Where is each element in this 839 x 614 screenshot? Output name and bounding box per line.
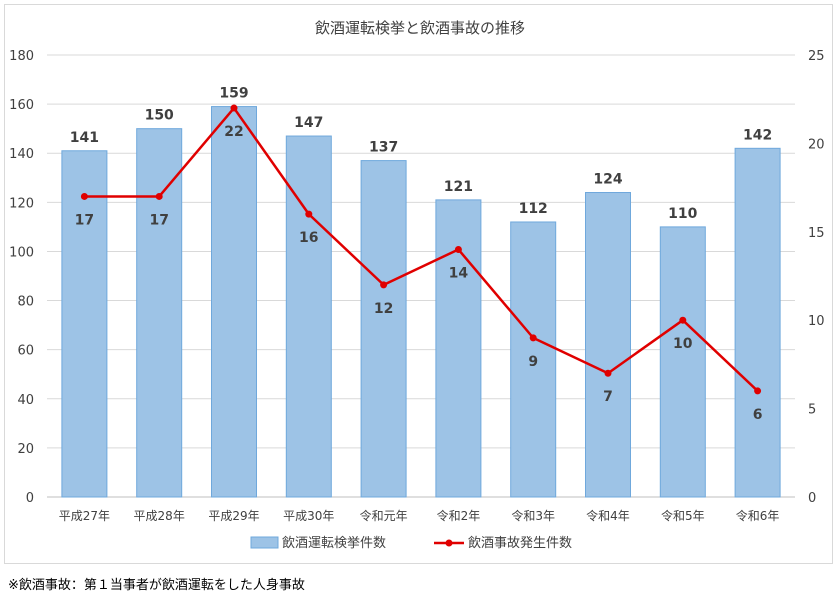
left-tick-label: 80 bbox=[17, 295, 34, 310]
line-marker bbox=[155, 192, 163, 200]
line-data-labels: 17 17 22 16 12 14 9 7 10 6 bbox=[75, 124, 763, 423]
line-marker bbox=[305, 210, 313, 218]
left-axis-ticks: 0 20 40 60 80 100 120 140 160 180 bbox=[9, 49, 34, 506]
bar bbox=[285, 135, 332, 498]
line-marker bbox=[230, 104, 238, 112]
footnote: ※飲酒事故：第１当事者が飲酒運転をした人身事故 bbox=[8, 578, 305, 593]
bar bbox=[510, 221, 557, 498]
x-tick-label: 平成27年 bbox=[59, 509, 110, 523]
x-tick-label: 平成29年 bbox=[208, 509, 259, 523]
x-tick-label: 令和5年 bbox=[661, 508, 705, 523]
line-series bbox=[80, 104, 762, 395]
bar-value-label: 141 bbox=[70, 130, 99, 146]
left-tick-label: 40 bbox=[17, 393, 34, 408]
x-tick-label: 令和2年 bbox=[437, 508, 481, 523]
bar-value-label: 142 bbox=[743, 127, 772, 143]
left-tick-label: 100 bbox=[9, 245, 34, 260]
bar bbox=[360, 160, 407, 498]
left-tick-label: 160 bbox=[9, 98, 34, 113]
line-marker bbox=[454, 245, 462, 253]
x-tick-label: 平成28年 bbox=[134, 509, 185, 523]
line-value-label: 17 bbox=[75, 212, 94, 228]
bar bbox=[61, 150, 108, 498]
bar bbox=[585, 192, 631, 498]
bar-value-label: 147 bbox=[294, 115, 323, 131]
bar bbox=[435, 199, 482, 498]
bar-series bbox=[61, 106, 781, 498]
right-tick-label: 20 bbox=[808, 137, 825, 152]
bar bbox=[659, 226, 706, 498]
line-value-label: 10 bbox=[673, 336, 693, 352]
line-marker bbox=[80, 192, 88, 200]
legend-swatch-marker bbox=[445, 539, 453, 547]
right-axis-ticks: 0 5 10 15 20 25 bbox=[808, 49, 825, 506]
line-value-label: 17 bbox=[149, 212, 168, 228]
x-axis-ticks: 平成27年 平成28年 平成29年 平成30年 令和元年 令和2年 令和3年 令和4年 令和5年… bbox=[59, 508, 780, 523]
bar-value-label: 124 bbox=[593, 172, 622, 188]
left-tick-label: 20 bbox=[17, 442, 34, 457]
line-marker bbox=[380, 281, 388, 289]
bar-value-label: 110 bbox=[668, 206, 697, 222]
chart-title: 飲酒運転検挙と飲酒事故の推移 bbox=[315, 19, 525, 37]
line-marker bbox=[679, 316, 687, 324]
x-tick-label: 令和6年 bbox=[736, 508, 780, 523]
right-tick-label: 10 bbox=[808, 314, 825, 329]
left-tick-label: 140 bbox=[9, 147, 34, 162]
line-value-label: 6 bbox=[753, 407, 763, 423]
chart-frame bbox=[4, 4, 833, 564]
bar-value-label: 112 bbox=[519, 201, 548, 217]
left-tick-label: 180 bbox=[9, 49, 34, 64]
x-tick-label: 令和4年 bbox=[586, 508, 630, 523]
bar-value-label: 159 bbox=[219, 86, 248, 102]
bar bbox=[211, 106, 257, 498]
bar-data-labels: 141 150 159 147 137 121 112 124 110 142 bbox=[70, 86, 772, 222]
bar-value-label: 121 bbox=[444, 179, 473, 195]
right-tick-label: 0 bbox=[808, 491, 816, 506]
right-tick-label: 5 bbox=[808, 403, 816, 418]
line-value-label: 7 bbox=[603, 389, 613, 405]
left-tick-label: 120 bbox=[9, 196, 34, 211]
x-tick-label: 令和3年 bbox=[511, 508, 555, 523]
legend-swatch-bar bbox=[250, 536, 279, 549]
legend: 飲酒運転検挙件数 飲酒事故発生件数 bbox=[250, 535, 572, 551]
line-marker bbox=[529, 334, 537, 342]
right-tick-label: 25 bbox=[808, 49, 825, 64]
legend-label-bar: 飲酒運転検挙件数 bbox=[282, 535, 386, 551]
x-tick-label: 平成30年 bbox=[283, 509, 334, 523]
left-tick-label: 0 bbox=[26, 491, 34, 506]
line-marker bbox=[604, 369, 612, 377]
bar-value-label: 137 bbox=[369, 140, 398, 156]
legend-label-line: 飲酒事故発生件数 bbox=[468, 535, 572, 551]
bar bbox=[734, 147, 781, 498]
accident-line bbox=[84, 106, 759, 392]
line-value-label: 14 bbox=[449, 265, 469, 281]
bar bbox=[136, 128, 183, 498]
line-marker bbox=[754, 387, 762, 395]
x-tick-label: 令和元年 bbox=[360, 508, 408, 523]
left-tick-label: 60 bbox=[17, 344, 34, 359]
line-value-label: 16 bbox=[299, 230, 318, 246]
line-value-label: 22 bbox=[224, 124, 243, 140]
line-value-label: 9 bbox=[528, 354, 538, 370]
chart-svg: 飲酒運転検挙と飲酒事故の推移 020406080100120140160180 … bbox=[9, 19, 825, 551]
line-value-label: 12 bbox=[374, 301, 393, 317]
bar-value-label: 150 bbox=[145, 108, 174, 124]
right-tick-label: 15 bbox=[808, 226, 825, 241]
